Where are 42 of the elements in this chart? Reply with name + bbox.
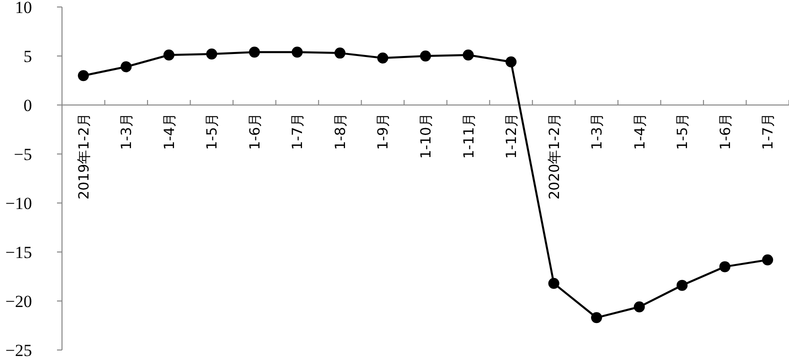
point xyxy=(78,70,89,82)
y-tick-label: 5 xyxy=(24,47,32,66)
x-tick-label: 1-5月 xyxy=(204,113,221,150)
point xyxy=(462,50,474,61)
y-tick-label: −15 xyxy=(5,243,32,262)
x-tick-label: 1-12月 xyxy=(504,113,520,159)
y-tick-label: 10 xyxy=(15,0,32,17)
point xyxy=(719,261,730,272)
point xyxy=(634,301,645,312)
y-tick-label: 0 xyxy=(24,96,32,115)
point xyxy=(163,50,174,61)
point xyxy=(292,46,303,58)
x-tick-label: 1-6月 xyxy=(247,113,264,150)
x-tick-label: 1-4月 xyxy=(632,113,648,150)
point xyxy=(334,48,346,59)
x-tick-label: 1-11月 xyxy=(461,113,478,159)
point xyxy=(120,61,132,72)
x-tick-label: 1-5月 xyxy=(675,113,692,150)
x-tick-label: 2019年1-2月 xyxy=(76,113,92,200)
x-tick-label: 1-10月 xyxy=(418,113,434,159)
x-tick-label: 1-7月 xyxy=(760,113,777,150)
point xyxy=(676,280,688,291)
point xyxy=(206,48,218,60)
y-tick-label: −20 xyxy=(5,292,32,311)
point xyxy=(248,46,260,58)
point xyxy=(420,50,431,62)
point xyxy=(591,312,602,324)
x-tick-label: 1-7月 xyxy=(290,113,306,150)
point xyxy=(548,278,560,289)
point xyxy=(506,56,517,68)
x-tick-label: 1-9月 xyxy=(376,113,392,150)
x-tick-label: 1-8月 xyxy=(332,113,349,150)
point xyxy=(377,52,388,64)
point xyxy=(762,254,774,266)
x-tick-label: 1-4月 xyxy=(162,113,178,150)
x-tick-label: 1-6月 xyxy=(718,113,734,150)
y-tick-label: −10 xyxy=(5,194,32,213)
y-tick-label: −5 xyxy=(14,145,32,164)
x-tick-label: 2020年1-2月 xyxy=(546,113,563,200)
x-tick-label: 1-3月 xyxy=(119,113,136,150)
y-tick-label: −25 xyxy=(5,341,32,360)
x-tick-label: 1-3月 xyxy=(590,113,606,150)
